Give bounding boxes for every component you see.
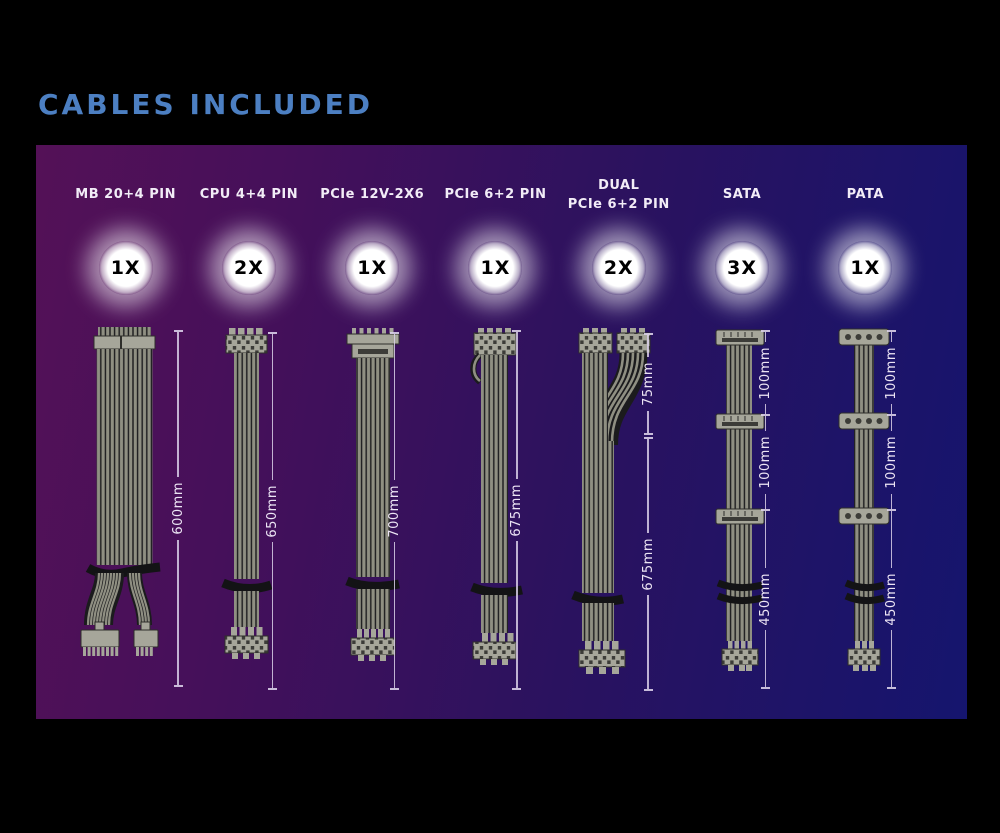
measurement-label: 600mm xyxy=(170,482,186,535)
count-badge: 1X xyxy=(838,241,893,295)
count-badge: 1X xyxy=(345,241,400,295)
cable-graphic-pcie62 xyxy=(470,328,523,665)
measurement-bracket: 450mm xyxy=(757,509,773,690)
measurement-bracket: 675mm xyxy=(640,437,656,692)
cable-column-dual-pcie: DUAL PCIe 6+2 PIN 2X xyxy=(557,145,680,719)
count-text: 1X xyxy=(850,257,881,279)
count-text: 1X xyxy=(357,257,388,279)
measurement-label: 700mm xyxy=(387,484,403,538)
measurement-bracket: 75mm xyxy=(640,333,656,435)
cable-illustration-sata: 100mm 100mm 450mm xyxy=(680,325,803,697)
count-text: 1X xyxy=(110,257,141,279)
measurement-bracket: 675mm xyxy=(509,330,525,691)
cable-column-cpu: CPU 4+4 PIN 2X xyxy=(187,145,310,719)
measurement-label: 100mm xyxy=(884,436,900,489)
cable-type-label: PATA xyxy=(846,187,884,203)
cable-column-mb: MB 20+4 PIN 1X xyxy=(64,145,187,719)
measurement-bracket: 650mm xyxy=(264,332,280,691)
measurement-bracket: 100mm xyxy=(757,330,773,415)
cable-illustration-pata: 100mm 100mm 450mm xyxy=(804,325,927,697)
count-badge: 2X xyxy=(591,241,646,295)
measurement-bracket: 600mm xyxy=(170,330,186,688)
measurement-bracket: 100mm xyxy=(757,414,773,510)
measurement-bracket: 100mm xyxy=(884,414,900,510)
cable-type-label: MB 20+4 PIN xyxy=(75,187,176,203)
cable-type-label: DUAL PCIe 6+2 PIN xyxy=(567,177,670,213)
count-badge: 1X xyxy=(468,241,523,295)
cable-graphic-mb xyxy=(80,327,161,656)
count-badge: 2X xyxy=(221,241,276,295)
count-text: 2X xyxy=(233,257,264,279)
measurement-label: 100mm xyxy=(757,346,773,400)
cable-illustration-mb: 600mm xyxy=(64,325,187,697)
cables-panel: MB 20+4 PIN 1X xyxy=(36,145,967,719)
count-text: 3X xyxy=(727,257,757,279)
cable-type-label: PCIe 6+2 PIN xyxy=(444,187,547,203)
cable-illustration-cpu: 650mm xyxy=(187,325,310,697)
cable-illustration-pcie62: 675mm xyxy=(434,325,557,697)
cable-column-sata: SATA 3X xyxy=(680,145,803,719)
cable-graphic-dual-pcie xyxy=(571,328,651,674)
measurement-label: 100mm xyxy=(884,346,900,400)
count-text: 1X xyxy=(480,257,511,279)
measurement-label: 675mm xyxy=(509,483,525,537)
cable-column-pcie62: PCIe 6+2 PIN 1X xyxy=(434,145,557,719)
count-text: 2X xyxy=(603,257,634,279)
measurement-label: 450mm xyxy=(884,572,900,626)
cable-illustration-dual-pcie: 75mm 675mm xyxy=(557,325,680,697)
measurement-label: 100mm xyxy=(757,436,773,489)
count-badge: 1X xyxy=(98,241,153,295)
measurement-bracket: 700mm xyxy=(387,332,403,691)
cable-illustration-12v2x6: 700mm xyxy=(311,325,434,697)
cable-graphic-cpu xyxy=(221,328,273,659)
measurement-bracket: 450mm xyxy=(884,509,900,690)
cable-type-label: CPU 4+4 PIN xyxy=(199,187,299,203)
page-title: CABLES INCLUDED xyxy=(38,88,374,121)
measurement-label: 650mm xyxy=(264,484,280,538)
measurement-bracket: 100mm xyxy=(884,330,900,415)
cable-column-12v2x6: PCIe 12V-2X6 1X xyxy=(311,145,434,719)
measurement-label: 450mm xyxy=(757,572,773,626)
cable-type-label: SATA xyxy=(722,187,762,203)
count-badge: 3X xyxy=(715,241,770,295)
cable-graphic-sata xyxy=(715,329,765,671)
cable-graphic-12v2x6 xyxy=(344,328,400,661)
measurement-label: 675mm xyxy=(640,537,656,591)
cable-graphic-pata xyxy=(838,328,890,671)
cable-type-label: PCIe 12V-2X6 xyxy=(320,187,425,203)
measurement-label: 75mm xyxy=(640,362,656,406)
cable-column-pata: PATA 1X xyxy=(804,145,927,719)
